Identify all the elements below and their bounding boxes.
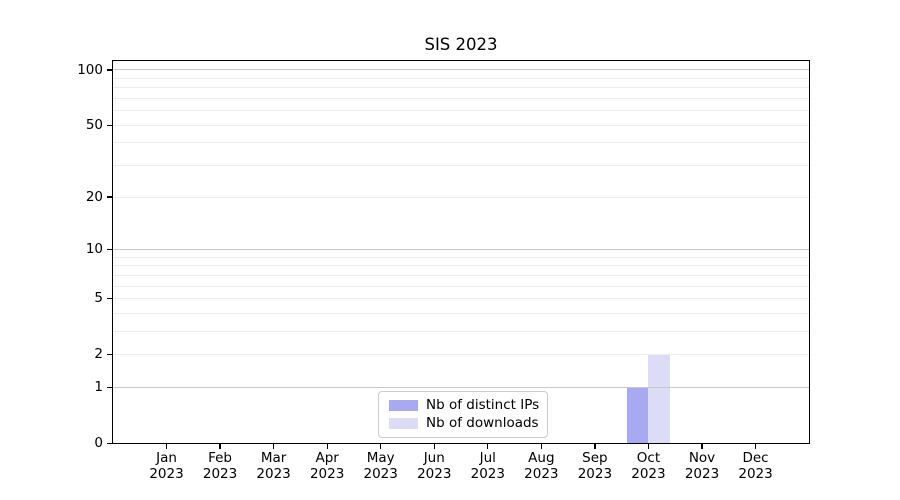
x-tick-label-aug: Aug 2023 <box>509 450 573 482</box>
x-tick-label-jul: Jul 2023 <box>456 450 520 482</box>
x-tick-nov <box>701 443 703 449</box>
x-tick-year: 2023 <box>524 465 559 482</box>
legend-label-downloads: Nb of downloads <box>426 415 539 431</box>
chart-title: SIS 2023 <box>424 35 498 54</box>
x-tick-year: 2023 <box>309 465 345 482</box>
y-tick-label-20: 20 <box>85 188 103 205</box>
x-tick-year: 2023 <box>738 465 773 482</box>
y-tick-5 <box>107 297 112 300</box>
x-tick-year: 2023 <box>363 465 398 482</box>
x-tick-month: Mar <box>260 449 287 466</box>
x-tick-label-jan: Jan 2023 <box>135 450 199 482</box>
x-tick-feb <box>219 443 221 449</box>
x-tick-month: Nov <box>688 449 716 466</box>
x-tick-apr <box>326 443 328 449</box>
y-tick-label-10: 10 <box>85 240 103 257</box>
x-tick-year: 2023 <box>470 465 505 482</box>
minor-gridline-7 <box>113 274 809 276</box>
x-tick-label-sep: Sep 2023 <box>563 450 627 482</box>
minor-gridline-60 <box>113 110 809 112</box>
x-tick-dec <box>754 443 757 449</box>
x-tick-year: 2023 <box>417 465 452 482</box>
minor-gridline-8 <box>113 265 809 267</box>
x-tick-may <box>380 443 382 449</box>
major-gridline-10 <box>113 248 809 250</box>
minor-gridline-5 <box>113 297 809 299</box>
x-tick-year: 2023 <box>577 465 613 482</box>
minor-gridline-6 <box>113 285 809 287</box>
x-tick-sep <box>594 443 596 449</box>
x-tick-month: Sep <box>582 449 608 466</box>
x-tick-month: Jul <box>479 449 496 466</box>
y-tick-100 <box>107 69 112 71</box>
minor-gridline-40 <box>113 142 809 144</box>
minor-gridline-70 <box>113 98 809 100</box>
y-tick-label-2: 2 <box>94 346 103 363</box>
x-tick-month: Aug <box>528 449 555 466</box>
y-tick-label-0: 0 <box>94 435 103 451</box>
y-tick-0 <box>107 442 112 445</box>
minor-gridline-30 <box>113 165 809 167</box>
x-tick-month: Apr <box>315 449 339 466</box>
y-tick-10 <box>107 248 112 251</box>
x-tick-label-nov: Nov 2023 <box>670 450 734 482</box>
minor-gridline-20 <box>113 196 809 198</box>
legend: Nb of distinct IPs Nb of downloads <box>378 391 548 438</box>
y-tick-1 <box>107 386 112 389</box>
legend-row-downloads: Nb of downloads <box>389 416 539 431</box>
x-tick-label-jun: Jun 2023 <box>402 450 466 482</box>
legend-row-distinct-ips: Nb of distinct IPs <box>389 398 539 413</box>
y-tick-50 <box>107 124 112 126</box>
y-tick-label-100: 100 <box>77 61 103 78</box>
x-tick-jun <box>433 443 435 449</box>
minor-gridline-50 <box>113 124 809 126</box>
legend-label-distinct-ips: Nb of distinct IPs <box>426 397 540 413</box>
x-tick-month: Jun <box>423 449 445 466</box>
minor-gridline-2 <box>113 354 809 356</box>
x-tick-label-oct: Oct 2023 <box>616 450 680 482</box>
minor-gridline-90 <box>113 77 809 79</box>
x-tick-label-mar: Mar 2023 <box>242 450 306 482</box>
y-tick-label-50: 50 <box>85 116 103 133</box>
legend-swatch-downloads <box>389 417 418 430</box>
x-tick-jan <box>165 443 168 449</box>
x-tick-year: 2023 <box>256 465 291 482</box>
x-tick-month: Dec <box>742 449 769 466</box>
x-tick-month: Feb <box>208 449 232 466</box>
x-tick-month: Oct <box>636 449 661 466</box>
x-tick-month: Jan <box>156 449 177 466</box>
bar-oct-2023-nb-of-distinct-ips <box>627 387 649 444</box>
bar-oct-2023-nb-of-downloads <box>648 354 670 444</box>
x-tick-aug <box>540 443 542 449</box>
x-tick-mar <box>272 443 275 449</box>
major-gridline-100 <box>113 69 809 71</box>
y-tick-20 <box>107 196 112 198</box>
minor-gridline-3 <box>113 330 809 332</box>
x-tick-label-dec: Dec 2023 <box>724 450 788 482</box>
x-tick-label-apr: Apr 2023 <box>295 450 359 482</box>
minor-gridline-80 <box>113 87 809 89</box>
x-tick-year: 2023 <box>149 465 184 482</box>
y-tick-label-5: 5 <box>94 289 103 306</box>
x-tick-label-feb: Feb 2023 <box>188 450 252 482</box>
x-tick-year: 2023 <box>631 465 666 482</box>
x-tick-year: 2023 <box>202 465 238 482</box>
legend-swatch-distinct-ips <box>389 399 418 412</box>
x-tick-oct <box>647 443 650 449</box>
x-tick-year: 2023 <box>684 465 720 482</box>
minor-gridline-4 <box>113 312 809 314</box>
minor-gridline-9 <box>113 256 809 258</box>
x-tick-label-may: May 2023 <box>349 450 413 482</box>
x-tick-month: May <box>366 449 395 466</box>
major-gridline-1 <box>113 386 809 388</box>
y-tick-2 <box>107 353 112 356</box>
y-tick-label-1: 1 <box>94 378 103 395</box>
x-tick-jul <box>487 443 489 449</box>
